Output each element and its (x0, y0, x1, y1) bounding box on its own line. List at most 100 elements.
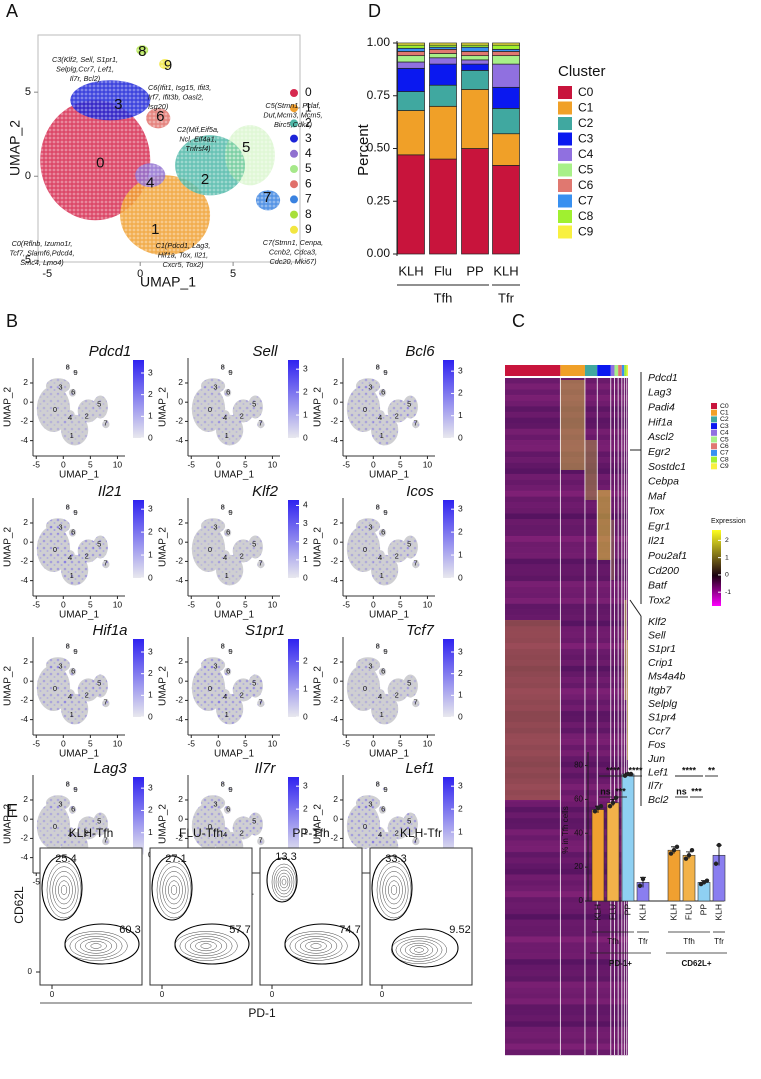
heatmap-row (505, 552, 628, 559)
heatmap-row (505, 778, 628, 785)
x-axis-label: UMAP_1 (369, 610, 409, 621)
expression-texture (65, 689, 75, 699)
y-tick-label: -5 (21, 254, 31, 266)
colorbar (133, 360, 144, 438)
cluster-label: 8 (221, 779, 225, 788)
heatmap-row (505, 1004, 628, 1011)
cluster-annotation: Isg20) (148, 102, 168, 111)
colorbar-tick-label: 0 (148, 432, 153, 442)
contour (404, 942, 434, 958)
expression-texture (412, 560, 420, 569)
bar (606, 802, 620, 902)
expression-texture (346, 385, 381, 432)
cluster-texture (40, 100, 151, 221)
x-tick-label: KLH (592, 904, 602, 921)
heatmap-block (610, 520, 615, 580)
x-axis-label: UMAP_1 (59, 610, 99, 621)
bar-segment (461, 59, 489, 65)
x-tick-label: -5 (342, 599, 350, 609)
colorbar-tick-label: 0 (303, 711, 308, 721)
bar-segment (461, 51, 489, 57)
cluster-label: 5 (252, 399, 256, 408)
cluster-label: 4 (223, 830, 227, 839)
colorbar (133, 777, 144, 855)
y-tick-label: -4 (330, 435, 338, 445)
gene-label: Egr1 (648, 520, 670, 532)
cluster-annotation: Cdc20, Mki67) (269, 257, 316, 266)
bar-segment (397, 61, 425, 69)
x-tick-label: 10 (268, 459, 278, 469)
expression-texture (375, 504, 380, 509)
heatmap-row (505, 902, 628, 909)
contour (390, 885, 398, 895)
y-tick-label: 2 (23, 517, 28, 527)
cluster-label: 7 (258, 836, 262, 845)
colorbar-tick-label: 3 (303, 518, 308, 528)
cluster-label: 1 (225, 431, 229, 440)
cluster-label: 3 (213, 383, 217, 392)
expression-texture (375, 827, 385, 837)
y-axis-label: UMAP_2 (313, 527, 324, 567)
cluster-label: 5 (242, 139, 250, 156)
x-tick-label: PP (466, 263, 483, 278)
cluster-annotation: C2(Mif,Eif5a, (177, 125, 219, 134)
cluster-label: 1 (380, 431, 384, 440)
heatmap-row (505, 936, 628, 943)
colorbar-tick-label: 0 (303, 572, 308, 582)
expression-texture (216, 414, 244, 446)
colorbar-tick-label: 1 (303, 554, 308, 564)
expression-texture (371, 414, 399, 446)
heatmap-row (505, 744, 628, 751)
heatmap-row (505, 795, 628, 802)
y-tick-label: -2 (20, 416, 28, 426)
cluster-label: 1 (225, 710, 229, 719)
x-tick-label: 10 (268, 599, 278, 609)
x-tick-label: 5 (88, 738, 93, 748)
heatmap-row (505, 490, 628, 497)
bar (682, 854, 696, 902)
cluster-label: 3 (58, 523, 62, 532)
expression-texture (200, 518, 226, 534)
heatmap-row (505, 722, 628, 729)
gene-label: Itgb7 (648, 684, 673, 696)
significance-label: *** (615, 786, 626, 796)
gene-label: Padi4 (648, 401, 675, 413)
cluster-label: 3 (368, 523, 372, 532)
x-tick-label: 0 (270, 990, 275, 999)
legend-swatch (290, 89, 298, 97)
contour (170, 885, 178, 895)
cluster-label: 7 (413, 836, 417, 845)
cluster-label: 6 (226, 804, 230, 813)
x-tick-label: 5 (230, 268, 236, 280)
expression-texture (402, 812, 418, 836)
heatmap-row (505, 473, 628, 480)
heatmap-block (505, 620, 561, 800)
cluster-label: 5 (407, 539, 411, 548)
legend-label: C7 (720, 450, 729, 457)
data-point (637, 883, 643, 888)
expression-texture (223, 528, 232, 537)
legend-swatch (290, 119, 298, 128)
colorbar (288, 777, 299, 855)
heatmap-row (505, 631, 628, 638)
cluster-label: 3 (368, 383, 372, 392)
expression-texture (355, 657, 381, 673)
y-axis-label: UMAP_2 (3, 527, 14, 567)
y-tick-label: 0 (579, 896, 584, 905)
heatmap-row (505, 925, 628, 932)
contour (85, 940, 107, 952)
x-tick-label: -5 (42, 268, 52, 280)
gene-label: Crip1 (648, 657, 673, 669)
cluster-label: 9 (164, 57, 172, 74)
y-tick-label: -2 (330, 695, 338, 705)
legend-swatch (711, 403, 717, 409)
cluster-texture (146, 108, 171, 129)
x-tick-label: 10 (113, 738, 123, 748)
gene-title: Lef1 (405, 760, 434, 777)
x-tick-label: 5 (88, 599, 93, 609)
heatmap-row (505, 586, 628, 593)
cluster-label: 0 (208, 822, 212, 831)
contour (275, 869, 293, 895)
cluster-label: 9 (73, 368, 77, 377)
cluster-label: 1 (151, 221, 159, 238)
